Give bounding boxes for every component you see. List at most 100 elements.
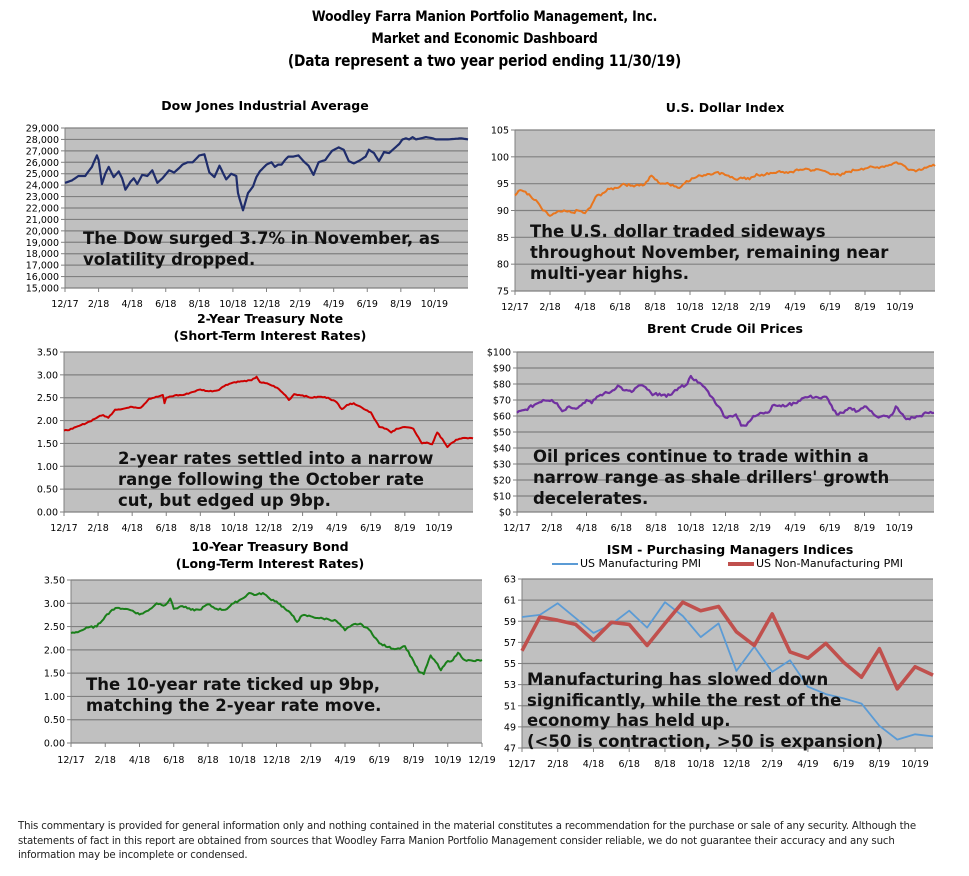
ten-year-subtitle-line: (Long-Term Interest Rates) [175,556,365,571]
ism-annotation-note: (<50 is contraction, >50 is expansion) [527,731,884,751]
two_year-ytick-label: 1.50 [37,439,58,450]
dow-xtick-label: 8/18 [189,299,210,310]
report-title: Woodley Farra Manion Portfolio Managemen… [311,9,658,25]
dow-ytick-label: 22,000 [26,204,59,215]
ism-annotation: Manufacturing has slowed down significan… [527,670,887,752]
ten_year-xtick-label: 2/18 [95,755,116,766]
dow-chart-title: Dow Jones Industrial Average [161,98,369,113]
ism-xtick-label: 2/18 [547,759,568,770]
oil-ytick-label: $50 [493,428,511,439]
ism-xtick-label: 8/19 [869,759,890,770]
usd-annotation: The U.S. dollar traded sideways througho… [530,222,889,283]
two_year-xtick-label: 10/18 [221,523,248,534]
ism-xtick-label: 4/19 [797,759,818,770]
dow-ytick-label: 23,000 [26,192,59,203]
dow-series-line [64,136,469,212]
ism-ytick-label: 61 [504,596,516,607]
disclaimer: This commentary is provided for general … [18,821,916,861]
ism-xtick-label: 6/18 [619,759,640,770]
dow-ytick-label: 29,000 [26,124,59,135]
dashboard-title: Market and Economic Dashboard [371,31,598,47]
ten-year-annotation: The 10-year rate ticked up 9bp, matching… [86,675,382,715]
dow-xtick-label: 10/18 [219,299,246,310]
legend-label-manufacturing: US Manufacturing PMI [580,557,702,570]
ten-year-title-line: 10-Year Treasury Bond [191,539,349,554]
dow-ytick-label: 20,000 [26,226,59,237]
ism-xtick-label: 2/19 [762,759,783,770]
two_year-xtick-label: 2/18 [87,523,108,534]
ten_year-xtick-label: 12/18 [263,755,290,766]
ten_year-series-line [70,592,483,676]
ten_year-ytick-label: 1.50 [44,669,65,680]
dow-xtick-label: 12/17 [51,299,78,310]
two-year-annotation: 2-year rates settled into a narrow range… [118,449,434,510]
ism-ytick-label: 51 [504,701,516,712]
ten_year-xtick-label: 8/18 [197,755,218,766]
ten_year-ytick-label: 0.50 [44,715,65,726]
oil-ytick-label: $0 [499,508,511,519]
ism-non-manufacturing-line [520,600,934,691]
two_year-xtick-label: 8/19 [394,523,415,534]
dow-ytick-label: 28,000 [26,135,59,146]
oil-xtick-label: 12/17 [503,523,530,534]
usd-xtick-label: 2/18 [539,302,560,313]
ism-xtick-label: 12/17 [508,759,535,770]
ten_year-xtick-label: 4/19 [334,755,355,766]
oil-ytick-label: $40 [493,444,511,455]
usd-xtick-label: 6/18 [609,302,630,313]
two_year-ytick-label: 0.50 [37,485,58,496]
ism-ytick-label: 57 [504,638,516,649]
ten_year-ytick-label: 3.50 [44,576,65,587]
dow-ytick-label: 19,000 [26,238,59,249]
oil-ytick-label: $30 [493,460,511,471]
oil-xtick-label: 8/19 [854,523,875,534]
oil-ytick-label: $60 [493,412,511,423]
usd-xtick-label: 6/19 [819,302,840,313]
usd-xtick-label: 12/18 [711,302,738,313]
ism-ytick-label: 59 [504,617,516,628]
dow-chart: 15,00016,00017,00018,00019,00020,00021,0… [26,124,469,310]
oil-ytick-label: $90 [493,364,511,375]
oil-annotation: Oil prices continue to trade within a na… [533,447,890,508]
ism-annotation-main: Manufacturing has slowed down significan… [527,670,842,730]
ten_year-ytick-label: 1.00 [44,692,65,703]
ten_year-chart: 0.00 0.50 1.00 1.50 2.00 2.50 3.00 3.50 12/17 2/1… [44,576,496,767]
dow-xtick-label: 4/19 [323,299,344,310]
ten_year-xtick-label: 4/18 [129,755,150,766]
dow-ytick-label: 25,000 [26,169,59,180]
ten_year-xtick-label: 12/19 [468,755,495,766]
ism-ytick-label: 53 [504,680,516,691]
ten_year-ytick-label: 2.50 [44,622,65,633]
usd-series-line [514,161,936,217]
legend-swatch-manufacturing [552,562,578,565]
ten_year-ytick-label: 0.00 [44,739,65,750]
usd-chart: 75 80 85 90 95 100 105 12/17 2/18 4/18 6/18 8/18 10/… [491,126,936,313]
dow-ytick-label: 21,000 [26,215,59,226]
ism-legend-manufacturing: US Manufacturing PMI [552,557,701,570]
ism-xtick-label: 4/18 [583,759,604,770]
two_year-xtick-label: 6/19 [360,523,381,534]
dow-annotation: The Dow surged 3.7% in November, as vola… [83,229,440,269]
ism-xtick-label: 10/18 [687,759,714,770]
dow-ytick-label: 26,000 [26,158,59,169]
dow-xtick-label: 8/19 [390,299,411,310]
two_year-plot-area [64,352,473,512]
dow-xtick-label: 6/18 [155,299,176,310]
dow-xtick-label: 6/19 [357,299,378,310]
ism-xtick-label: 6/19 [833,759,854,770]
legend-swatch-non-manufacturing [728,561,754,566]
usd-xtick-label: 10/18 [676,302,703,313]
dow-xtick-label: 2/19 [289,299,310,310]
two-year-subtitle-line: (Short-Term Interest Rates) [173,328,367,343]
two_year-xtick-label: 10/19 [425,523,452,534]
ten_year-xtick-label: 6/18 [163,755,184,766]
oil-ytick-label: $70 [493,396,511,407]
oil-xtick-label: 6/18 [611,523,632,534]
ten_year-plot-area [71,580,482,743]
usd-chart-title: U.S. Dollar Index [665,100,785,115]
ism-legend-non-manufacturing: US Non-Manufacturing PMI [728,557,903,570]
oil-ytick-label: $100 [487,348,511,359]
usd-xtick-label: 8/18 [644,302,665,313]
usd-ytick-label: 100 [491,152,509,163]
